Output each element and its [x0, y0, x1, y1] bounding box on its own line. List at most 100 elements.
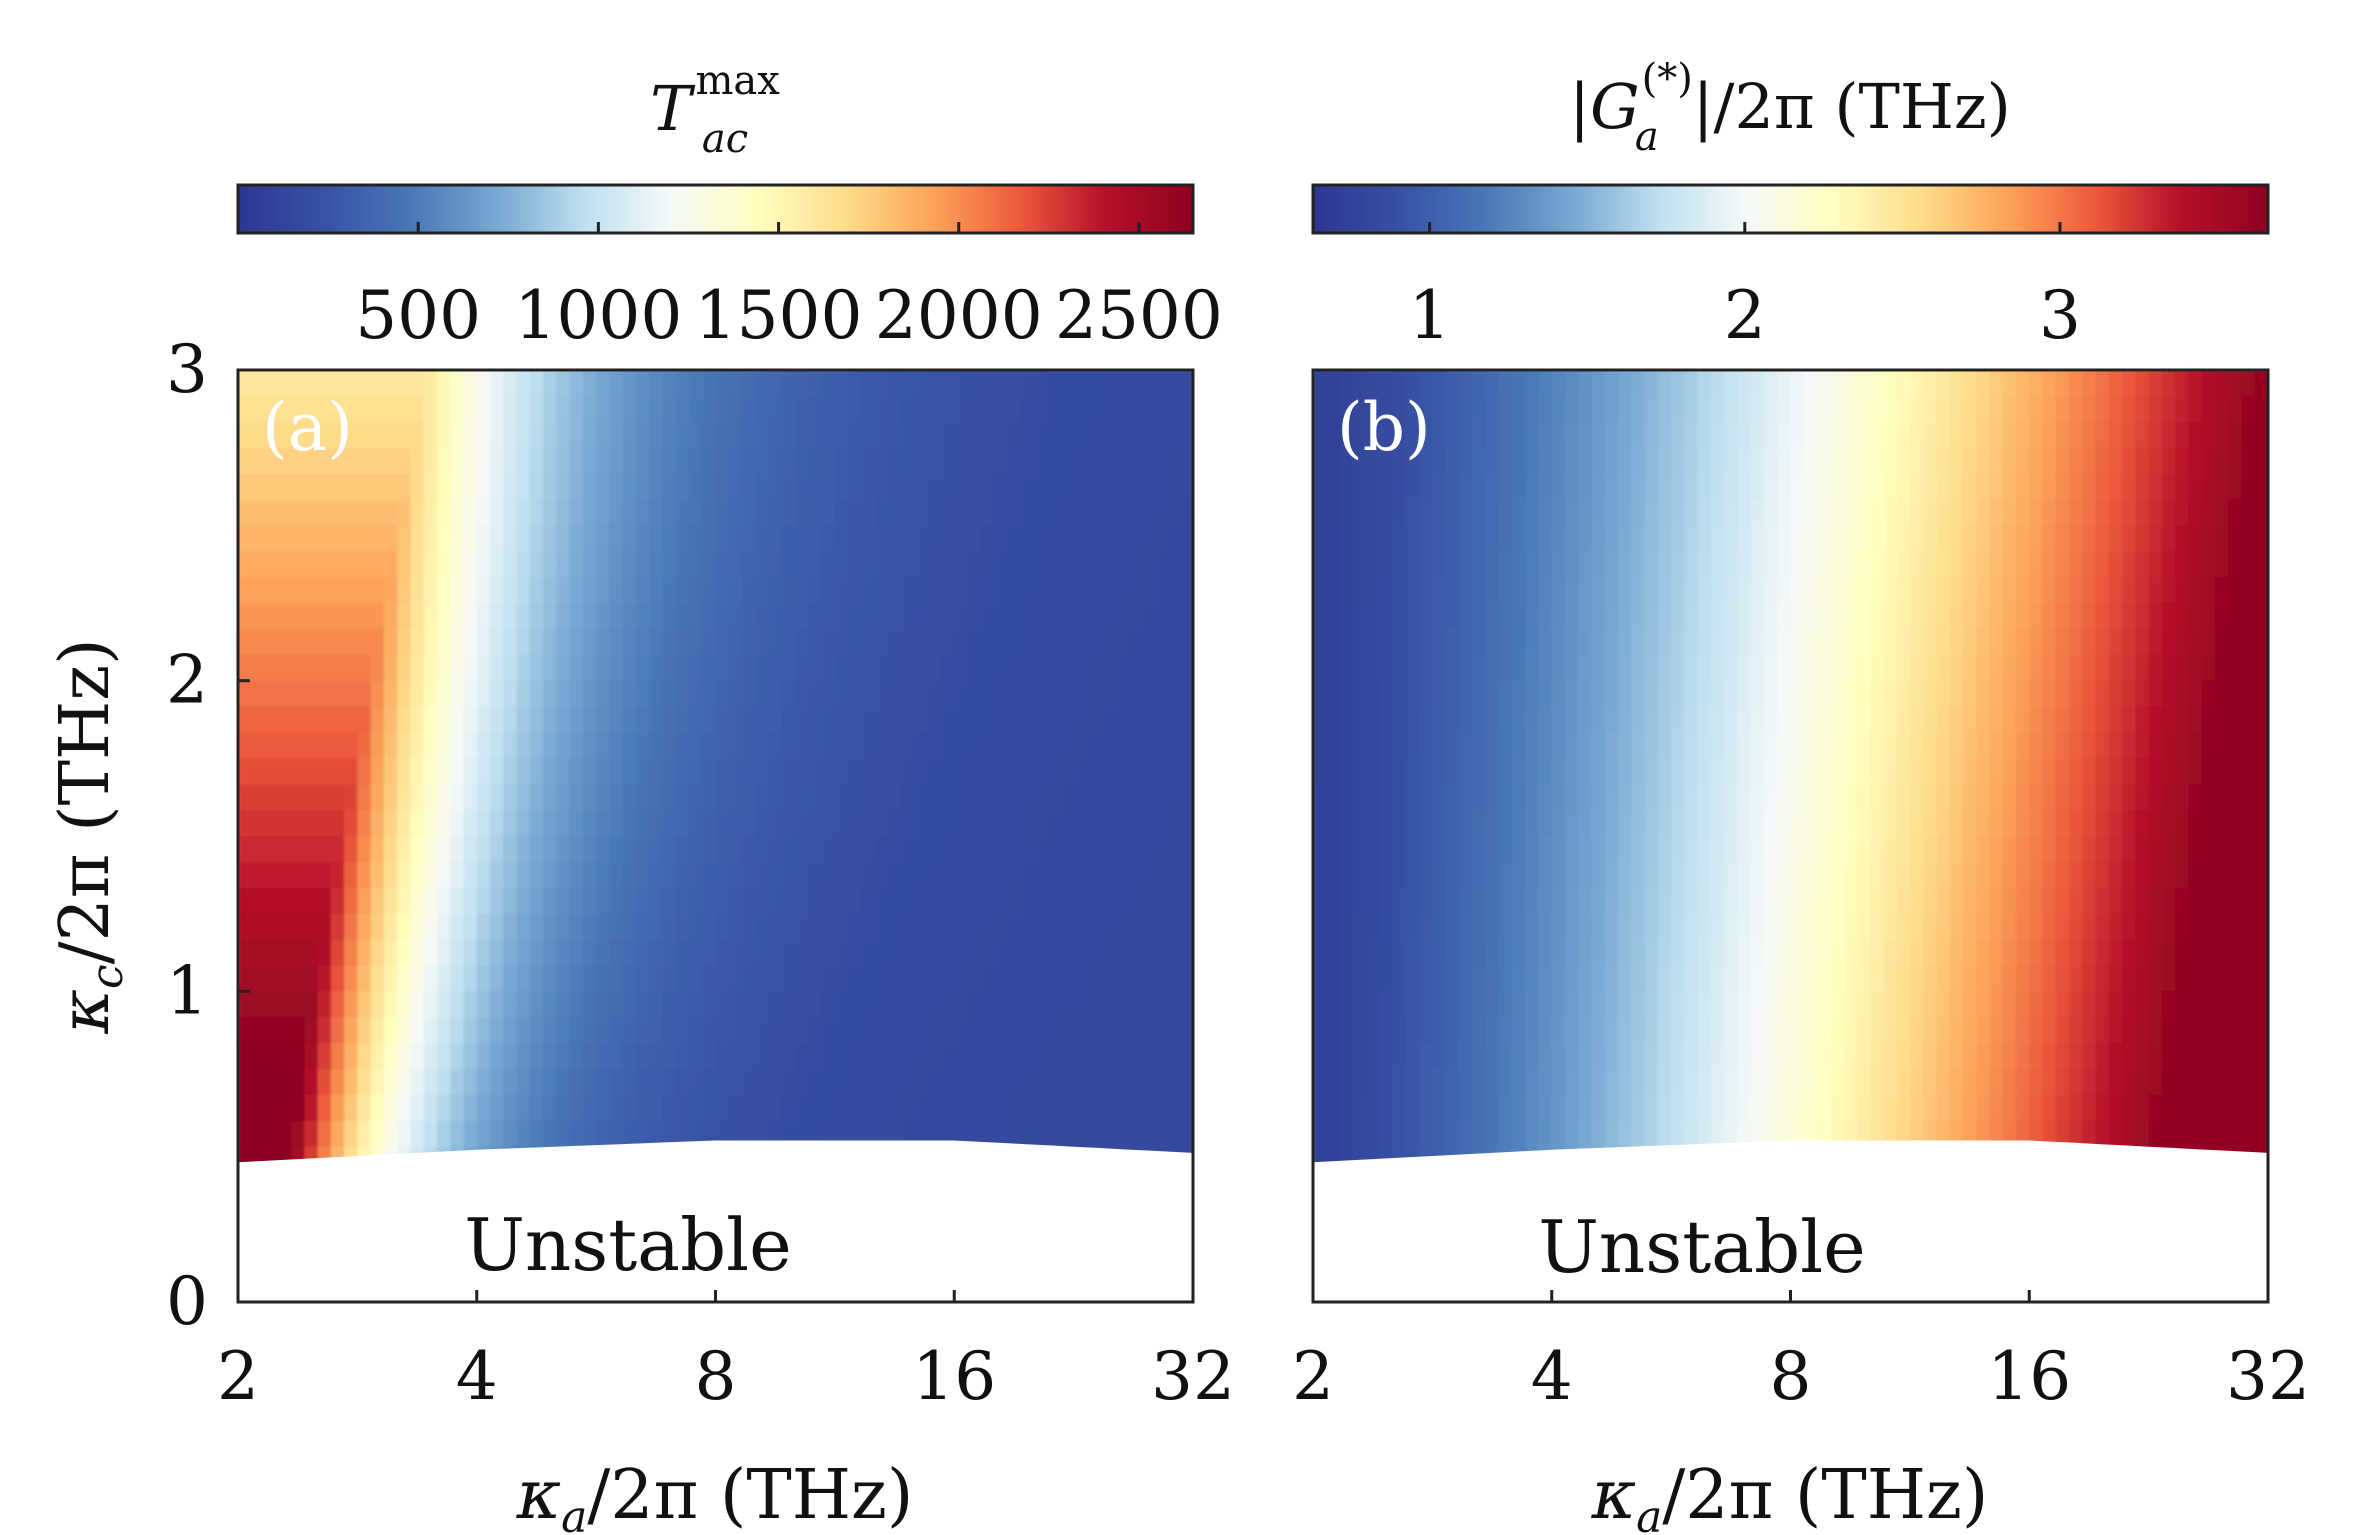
heatmap-cell [1498, 370, 1514, 398]
heatmap-cell [1472, 758, 1487, 786]
heatmap-cell [1896, 939, 1912, 967]
heatmap-cell [1060, 732, 1075, 760]
heatmap-cell [887, 473, 903, 501]
heatmap-cell [1113, 836, 1128, 864]
heatmap-cell [2002, 473, 2018, 501]
heatmap-cell [927, 447, 943, 475]
heatmap-cell [1060, 913, 1075, 941]
heatmap-cell [1644, 913, 1660, 941]
heatmap-cell [516, 706, 531, 734]
heatmap-cell [1339, 680, 1354, 708]
heatmap-cell [251, 965, 266, 993]
heatmap-cell [410, 370, 425, 398]
heatmap-cell [768, 758, 784, 786]
heatmap-cell [476, 732, 492, 760]
heatmap-cell [1777, 861, 1792, 889]
heatmap-cell [2029, 551, 2044, 579]
heatmap-cell [1817, 499, 1832, 527]
heatmap-cell [688, 680, 704, 708]
heatmap-cell [649, 551, 664, 579]
heatmap-cell [728, 1043, 744, 1071]
heatmap-cell [1445, 628, 1461, 656]
heatmap-cell [264, 395, 279, 423]
heatmap-cell [1020, 887, 1036, 915]
heatmap-cell [291, 732, 306, 760]
heatmap-cell [2135, 732, 2150, 760]
heatmap-cell [529, 654, 545, 682]
heatmap-cell [1313, 758, 1328, 786]
heatmap-cell [463, 939, 478, 967]
heatmap-cell [954, 421, 969, 449]
heatmap-cell [1684, 1120, 1699, 1148]
heatmap-cell [529, 370, 545, 398]
heatmap-cell [1020, 1069, 1036, 1097]
heatmap-cell [2029, 706, 2044, 734]
heatmap-cell [317, 680, 333, 708]
heatmap-cell [927, 473, 943, 501]
heatmap-cell [569, 473, 585, 501]
heatmap-cell [1060, 370, 1075, 398]
heatmap-cell [1379, 732, 1394, 760]
heatmap-cell [357, 577, 372, 605]
heatmap-cell [2015, 1094, 2031, 1122]
heatmap-cell [874, 421, 890, 449]
heatmap-cell [2002, 1094, 2018, 1122]
heatmap-cell [1432, 525, 1447, 553]
heatmap-cell [781, 1043, 797, 1071]
heatmap-cell [2122, 525, 2137, 553]
heatmap-cell [2082, 577, 2097, 605]
heatmap-cell [397, 939, 412, 967]
heatmap-cell [2108, 370, 2124, 398]
heatmap-cell [251, 939, 266, 967]
heatmap-cell [1856, 680, 1872, 708]
heatmap-cell [1538, 706, 1553, 734]
heatmap-cell [291, 395, 306, 423]
heatmap-cell [370, 577, 386, 605]
heatmap-cell [1657, 370, 1673, 398]
heatmap-cell [1073, 887, 1089, 915]
heatmap-cell [781, 421, 797, 449]
heatmap-cell [251, 861, 266, 889]
heatmap-cell [291, 1043, 306, 1071]
heatmap-cell [874, 1017, 890, 1045]
heatmap-cell [2082, 1069, 2097, 1097]
heatmap-cell [2002, 551, 2018, 579]
heatmap-cell [1763, 447, 1779, 475]
heatmap-cell [927, 965, 943, 993]
heatmap-cell [1313, 732, 1328, 760]
heatmap-cell [1591, 680, 1606, 708]
heatmap-cell [410, 758, 425, 786]
heatmap-cell [609, 499, 624, 527]
heatmap-cell [1139, 1094, 1155, 1122]
heatmap-cell [1618, 499, 1633, 527]
heatmap-cell [1896, 1043, 1912, 1071]
heatmap-cell [2122, 1069, 2137, 1097]
heatmap-cell [1432, 447, 1447, 475]
heatmap-cell [1962, 421, 1978, 449]
heatmap-cell [1126, 1069, 1142, 1097]
heatmap-cell [622, 1120, 638, 1148]
heatmap-cell [1485, 370, 1500, 398]
heatmap-cell [1936, 628, 1951, 656]
heatmap-cell [1538, 395, 1553, 423]
heatmap-cell [980, 939, 996, 967]
heatmap-cell [1179, 836, 1193, 864]
heatmap-cell [1405, 861, 1421, 889]
heatmap-cell [1962, 810, 1978, 838]
heatmap-cell [1949, 628, 1965, 656]
heatmap-cell [1870, 499, 1885, 527]
heatmap-cell [1445, 913, 1461, 941]
heatmap-cell [688, 421, 704, 449]
heatmap-cell [2055, 654, 2071, 682]
heatmap-cell [264, 1043, 279, 1071]
heatmap-cell [1405, 1043, 1421, 1071]
heatmap-cell [795, 370, 810, 398]
heatmap-cell [1870, 395, 1885, 423]
heatmap-cell [2095, 706, 2111, 734]
heatmap-cell [1498, 913, 1514, 941]
heatmap-cell [1538, 628, 1553, 656]
heatmap-cell [357, 603, 372, 631]
heatmap-cell [2108, 603, 2124, 631]
heatmap-cell [1578, 680, 1593, 708]
heatmap-cell [1392, 473, 1408, 501]
